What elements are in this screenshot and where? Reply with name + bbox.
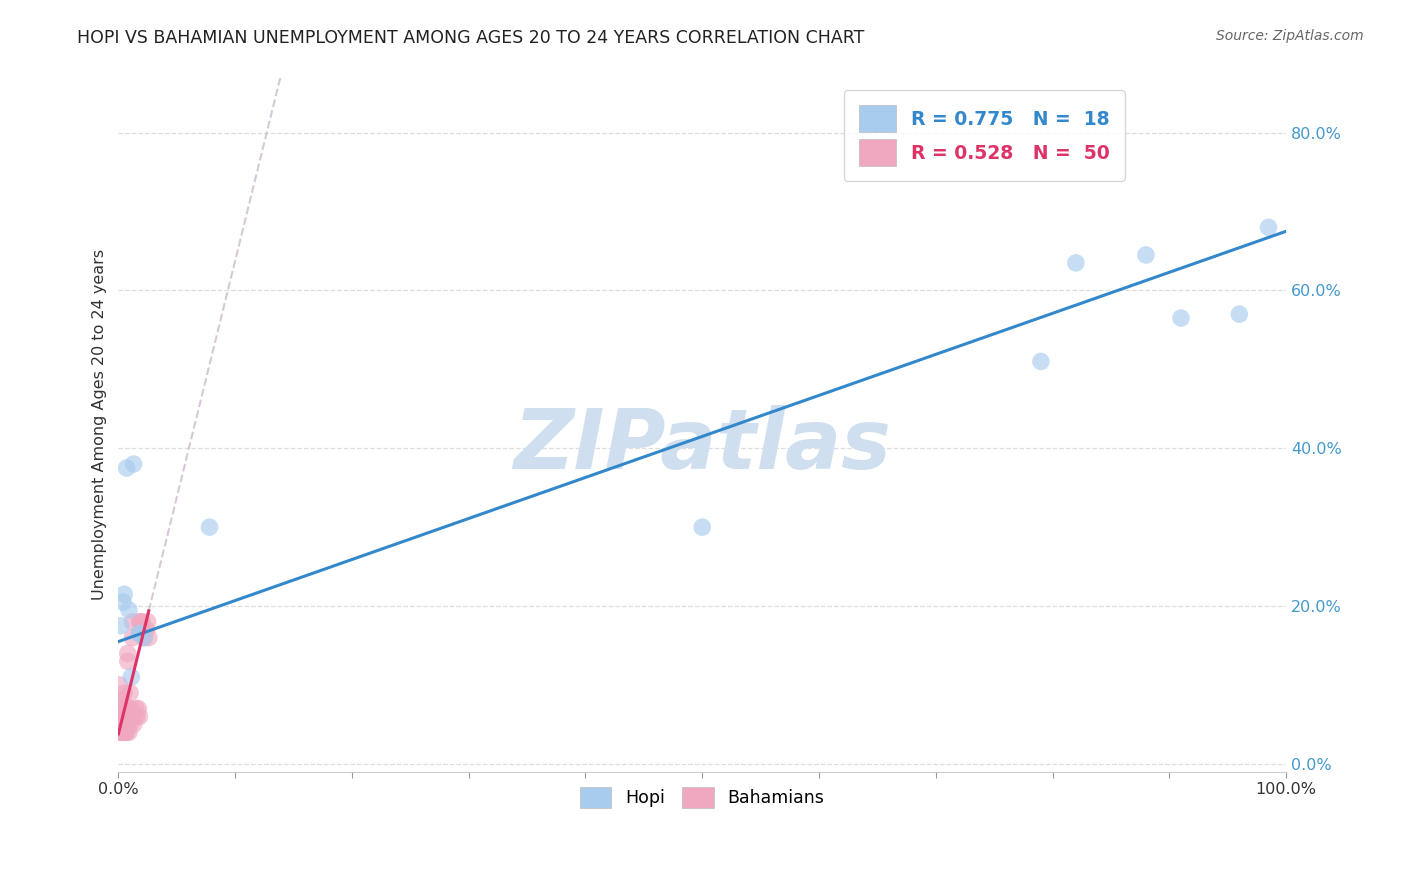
Point [127, 709, 149, 723]
Legend: Hopi, Bahamians: Hopi, Bahamians [574, 780, 831, 815]
Point [135, 623, 157, 637]
Point [118, 603, 141, 617]
Point [124, 709, 146, 723]
Point [110, 694, 132, 708]
Point [121, 709, 143, 723]
Point [115, 461, 138, 475]
Point [117, 717, 139, 731]
Point [111, 694, 134, 708]
Point [128, 626, 150, 640]
Y-axis label: Unemployment Among Ages 20 to 24 years: Unemployment Among Ages 20 to 24 years [93, 249, 107, 600]
Point [128, 709, 150, 723]
Point [132, 623, 155, 637]
Point [1135, 248, 1157, 262]
Point [136, 615, 159, 629]
Point [122, 717, 145, 731]
Point [120, 717, 142, 731]
Point [108, 717, 131, 731]
Point [112, 686, 135, 700]
Point [115, 725, 138, 739]
Point [111, 725, 134, 739]
Point [131, 615, 153, 629]
Point [118, 725, 141, 739]
Point [115, 717, 138, 731]
Point [134, 631, 156, 645]
Point [112, 725, 135, 739]
Point [115, 701, 138, 715]
Point [120, 670, 142, 684]
Point [128, 626, 150, 640]
Point [134, 631, 156, 645]
Point [1064, 256, 1087, 270]
Point [1170, 311, 1192, 326]
Point [122, 457, 145, 471]
Point [120, 709, 142, 723]
Point [112, 595, 135, 609]
Point [117, 654, 139, 668]
Point [112, 717, 135, 731]
Point [111, 709, 134, 723]
Point [112, 717, 135, 731]
Point [128, 615, 150, 629]
Point [1029, 354, 1052, 368]
Point [121, 631, 143, 645]
Point [117, 646, 139, 660]
Point [108, 678, 131, 692]
Point [125, 701, 148, 715]
Text: Source: ZipAtlas.com: Source: ZipAtlas.com [1216, 29, 1364, 43]
Point [198, 520, 221, 534]
Point [118, 709, 141, 723]
Point [120, 686, 142, 700]
Point [108, 709, 131, 723]
Point [120, 701, 142, 715]
Point [114, 709, 136, 723]
Text: HOPI VS BAHAMIAN UNEMPLOYMENT AMONG AGES 20 TO 24 YEARS CORRELATION CHART: HOPI VS BAHAMIAN UNEMPLOYMENT AMONG AGES… [77, 29, 865, 46]
Point [110, 725, 132, 739]
Point [112, 701, 135, 715]
Point [114, 725, 136, 739]
Point [1257, 220, 1279, 235]
Point [112, 587, 135, 601]
Point [110, 709, 132, 723]
Point [121, 615, 143, 629]
Point [138, 631, 160, 645]
Point [690, 520, 713, 534]
Point [108, 725, 131, 739]
Point [112, 725, 135, 739]
Point [1227, 307, 1250, 321]
Point [110, 619, 132, 633]
Point [129, 615, 152, 629]
Text: ZIPatlas: ZIPatlas [513, 405, 891, 486]
Point [111, 717, 134, 731]
Point [112, 701, 135, 715]
Point [117, 701, 139, 715]
Point [127, 701, 149, 715]
